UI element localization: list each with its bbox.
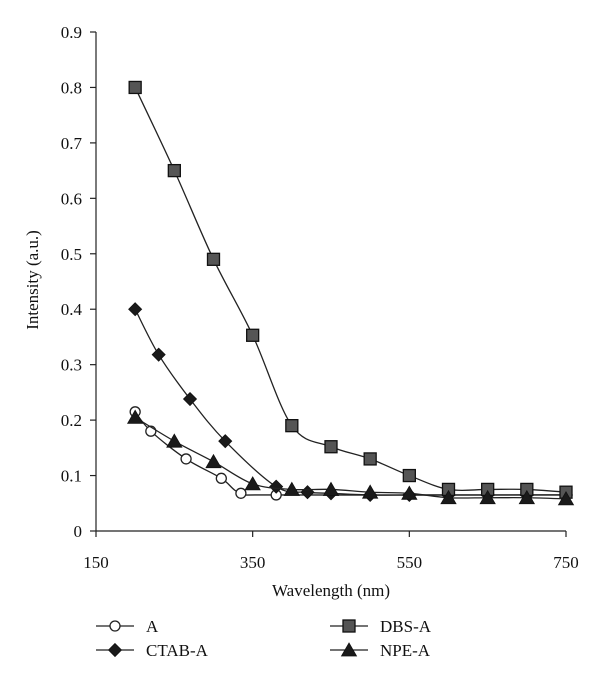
y-tick-label: 0.7 bbox=[61, 134, 83, 153]
data-point-dbs-a bbox=[324, 440, 338, 454]
series-layer bbox=[126, 80, 575, 506]
x-axis-title: Wavelength (nm) bbox=[272, 581, 390, 600]
data-point-dbs-a bbox=[167, 163, 181, 178]
y-tick-label: 0.3 bbox=[61, 356, 82, 375]
legend-marker-a bbox=[109, 620, 121, 632]
data-point-ctab-a bbox=[182, 391, 198, 407]
data-point-npe-a bbox=[283, 481, 301, 496]
y-tick-label: 0.5 bbox=[61, 245, 82, 264]
data-point-ctab-a bbox=[151, 347, 166, 362]
data-point-npe-a bbox=[518, 489, 536, 505]
data-point-npe-a bbox=[166, 433, 183, 448]
series-ctab-a bbox=[128, 302, 574, 503]
data-point-npe-a bbox=[126, 409, 144, 424]
legend-marker-dbs-a bbox=[342, 619, 356, 633]
data-point-ctab-a bbox=[300, 485, 315, 500]
legend-label-dbs-a: DBS-A bbox=[380, 617, 432, 636]
data-point-npe-a bbox=[322, 481, 340, 496]
legend-item-dbs-a: DBS-A bbox=[330, 617, 432, 636]
legend-item-a: A bbox=[96, 617, 159, 636]
y-tick-label: 0.8 bbox=[61, 78, 82, 97]
legend-label-ctab-a: CTAB-A bbox=[146, 641, 209, 660]
series-dbs-a bbox=[128, 80, 573, 499]
y-tick-label: 0.4 bbox=[61, 300, 83, 319]
legend-item-npe-a: NPE-A bbox=[330, 641, 431, 660]
x-tick-label: 350 bbox=[240, 553, 266, 572]
data-point-ctab-a bbox=[269, 479, 284, 494]
data-point-a bbox=[215, 472, 227, 484]
legend: A CTAB-A DBS-A NPE-A bbox=[96, 617, 432, 660]
data-point-dbs-a bbox=[363, 452, 377, 466]
y-tick-label: 0.1 bbox=[61, 467, 82, 486]
data-point-dbs-a bbox=[285, 419, 299, 433]
x-tick-label: 550 bbox=[397, 553, 423, 572]
series-line-dbs-a bbox=[134, 87, 567, 493]
y-tick-label: 0.2 bbox=[61, 411, 82, 430]
data-point-ctab-a bbox=[218, 434, 233, 449]
data-point-dbs-a bbox=[128, 80, 142, 95]
data-point-npe-a bbox=[557, 491, 575, 506]
y-tick-label: 0.6 bbox=[61, 189, 82, 208]
data-point-npe-a bbox=[361, 484, 379, 499]
data-point-npe-a bbox=[205, 453, 222, 469]
series-line-npe-a bbox=[134, 416, 567, 500]
legend-item-ctab-a: CTAB-A bbox=[96, 641, 209, 660]
data-point-dbs-a bbox=[206, 252, 221, 266]
y-tick-label: 0.9 bbox=[61, 23, 82, 42]
legend-label-npe-a: NPE-A bbox=[380, 641, 431, 660]
data-point-npe-a bbox=[244, 476, 261, 491]
legend-marker-ctab-a bbox=[107, 642, 123, 658]
data-point-a bbox=[235, 487, 247, 499]
y-tick-label: 0 bbox=[74, 522, 83, 541]
data-point-dbs-a bbox=[246, 328, 260, 342]
x-tick-label: 150 bbox=[83, 553, 109, 572]
data-point-a bbox=[180, 453, 192, 465]
series-npe-a bbox=[126, 409, 575, 506]
y-axis-title: Intensity (a.u.) bbox=[23, 230, 42, 330]
data-point-ctab-a bbox=[128, 302, 143, 317]
axes: 0 0.1 0.2 0.3 0.4 0.5 0.6 0.7 0.8 0.9 150 350 550 750 bbox=[61, 23, 579, 572]
data-point-npe-a bbox=[479, 489, 496, 505]
legend-marker-npe-a bbox=[340, 642, 358, 657]
data-point-npe-a bbox=[440, 489, 457, 505]
data-point-npe-a bbox=[401, 485, 418, 500]
data-point-dbs-a bbox=[402, 468, 416, 483]
x-tick-label: 750 bbox=[553, 553, 579, 572]
legend-label-a: A bbox=[146, 617, 159, 636]
